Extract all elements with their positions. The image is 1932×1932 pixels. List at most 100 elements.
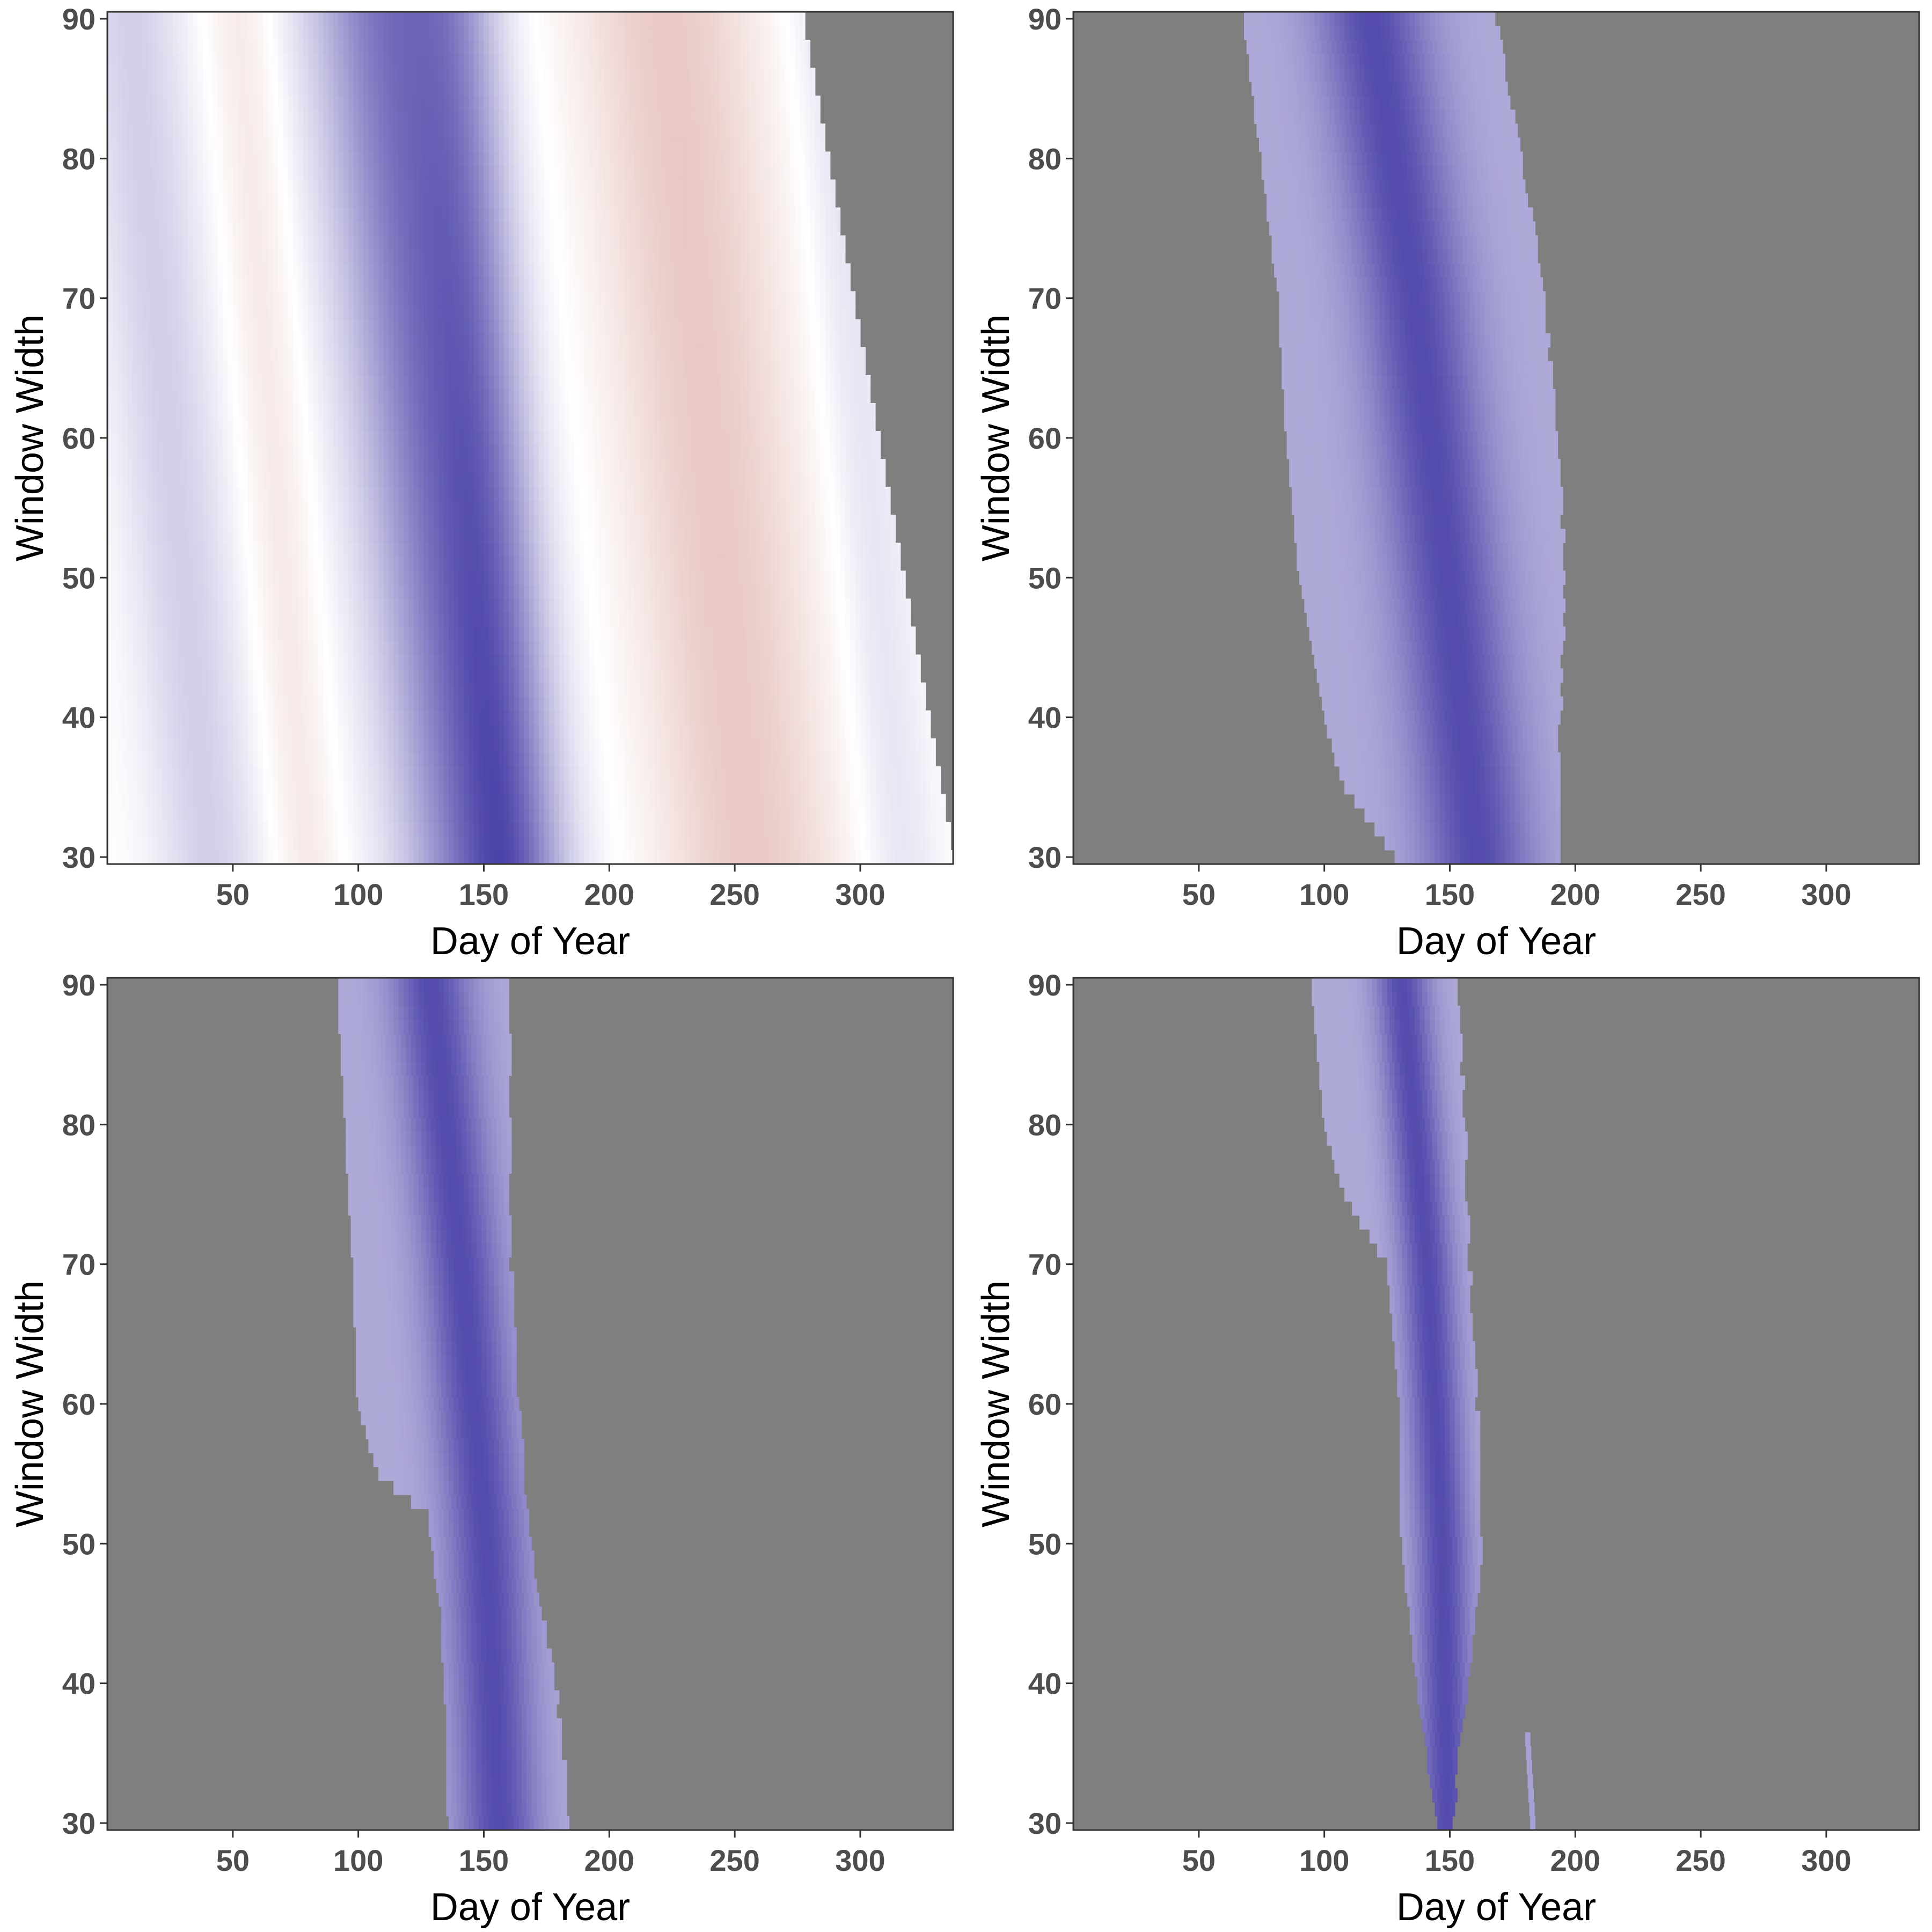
heatmap-cell	[624, 836, 630, 851]
heatmap-cell	[714, 822, 720, 837]
heatmap-cell	[820, 752, 826, 767]
heatmap-cell	[453, 654, 459, 669]
heatmap-cell	[569, 473, 575, 487]
heatmap-cell	[363, 668, 369, 683]
heatmap-cell	[208, 529, 214, 543]
heatmap-cell	[629, 584, 635, 599]
heatmap-cell	[709, 626, 715, 641]
heatmap-cell	[619, 459, 625, 473]
heatmap-cell	[915, 738, 921, 753]
heatmap-cell	[298, 668, 304, 683]
heatmap-cell	[614, 445, 620, 459]
heatmap-cell	[464, 850, 470, 865]
heatmap-cell	[182, 766, 188, 781]
heatmap-cell	[358, 794, 364, 809]
heatmap-cell	[147, 710, 153, 725]
heatmap-cell	[278, 682, 283, 697]
heatmap-cell	[765, 724, 771, 739]
heatmap-cell	[579, 626, 585, 641]
heatmap-cell	[202, 501, 208, 515]
heatmap-cell	[805, 682, 811, 697]
heatmap-cell	[127, 808, 133, 823]
heatmap-cell	[278, 473, 283, 487]
heatmap-cell	[644, 640, 650, 655]
heatmap-cell	[323, 654, 329, 669]
heatmap-cell	[714, 501, 720, 515]
heatmap-cell	[554, 710, 560, 725]
heatmap-cell	[177, 529, 183, 543]
heatmap-cell	[518, 668, 524, 683]
heatmap-cell	[458, 850, 464, 865]
heatmap-cell	[720, 780, 726, 795]
heatmap-cell	[930, 836, 936, 851]
heatmap-cell	[564, 696, 570, 711]
heatmap-cell	[484, 710, 489, 725]
heatmap-cell	[208, 640, 214, 655]
heatmap-cell	[202, 822, 208, 837]
heatmap-cell	[132, 780, 138, 795]
heatmap-cell	[318, 570, 324, 585]
heatmap-cell	[273, 780, 279, 795]
heatmap-cell	[694, 640, 700, 655]
heatmap-cell	[594, 487, 600, 501]
heatmap-cell	[378, 557, 384, 571]
heatmap-cell	[860, 836, 866, 851]
heatmap-cell	[574, 808, 580, 823]
heatmap-cell	[755, 612, 760, 627]
heatmap-cell	[388, 808, 394, 823]
heatmap-cell	[599, 752, 605, 767]
heatmap-cell	[584, 640, 590, 655]
heatmap-cell	[785, 598, 791, 613]
heatmap-cell	[529, 584, 535, 599]
heatmap-cell	[273, 612, 279, 627]
heatmap-cell	[795, 473, 801, 487]
heatmap-cell	[484, 584, 489, 599]
heatmap-cell	[860, 445, 866, 459]
heatmap-cell	[107, 752, 113, 767]
heatmap-cell	[529, 487, 535, 501]
heatmap-cell	[514, 529, 519, 543]
heatmap-cell	[534, 794, 539, 809]
heatmap-cell	[865, 654, 871, 669]
heatmap-cell	[815, 487, 821, 501]
heatmap-cell	[634, 668, 640, 683]
heatmap-cell	[484, 738, 489, 753]
heatmap-cell	[840, 543, 846, 557]
heatmap-cell	[910, 640, 916, 655]
heatmap-cell	[654, 668, 660, 683]
heatmap-cell	[759, 822, 765, 837]
heatmap-cell	[318, 557, 324, 571]
heatmap-cell	[644, 766, 650, 781]
heatmap-cell	[358, 430, 364, 445]
heatmap-cell	[438, 794, 444, 809]
heatmap-cell	[213, 612, 218, 627]
heatmap-cell	[509, 724, 515, 739]
heatmap-cell	[177, 780, 183, 795]
heatmap-cell	[433, 640, 439, 655]
heatmap-cell	[167, 794, 173, 809]
heatmap-cell	[182, 836, 188, 851]
heatmap-cell	[393, 766, 399, 781]
heatmap-cell	[398, 459, 404, 473]
heatmap-cell	[243, 682, 248, 697]
heatmap-cell	[780, 473, 786, 487]
heatmap-cell	[449, 682, 454, 697]
heatmap-cell	[393, 794, 399, 809]
heatmap-cell	[629, 557, 635, 571]
heatmap-cell	[283, 584, 289, 599]
heatmap-cell	[539, 766, 545, 781]
heatmap-cell	[423, 822, 429, 837]
heatmap-cell	[735, 598, 741, 613]
heatmap-cell	[258, 738, 264, 753]
heatmap-cell	[805, 752, 811, 767]
heatmap-cell	[499, 710, 504, 725]
heatmap-cell	[328, 710, 334, 725]
heatmap-cell	[488, 543, 494, 557]
heatmap-cell	[343, 850, 349, 865]
heatmap-cell	[464, 501, 470, 515]
heatmap-cell	[559, 696, 565, 711]
heatmap-cell	[619, 696, 625, 711]
heatmap-cell	[800, 682, 806, 697]
heatmap-cell	[428, 459, 434, 473]
heatmap-cell	[830, 794, 836, 809]
